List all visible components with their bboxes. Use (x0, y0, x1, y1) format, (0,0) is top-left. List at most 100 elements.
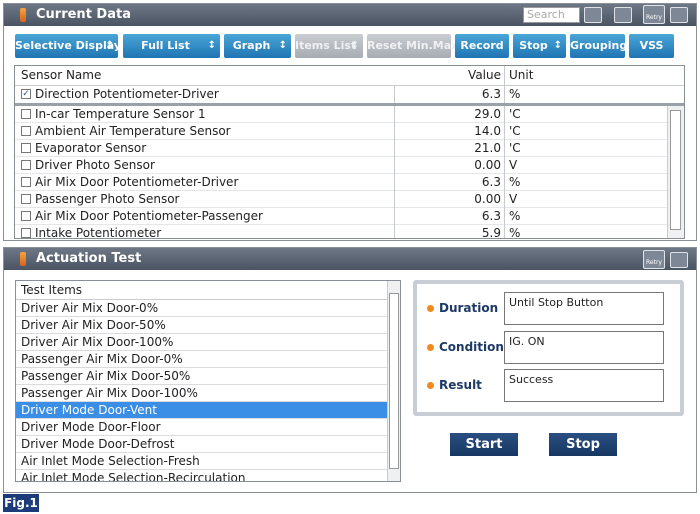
sensor-list: In-car Temperature Sensor 1 29.0 'C Ambient… (15, 106, 684, 238)
row-divider (16, 316, 387, 317)
column-header: Value (468, 68, 501, 82)
detail-value: Success (504, 369, 664, 402)
detail-value: Until Stop Button (504, 292, 664, 325)
sensor-unit: 'C (509, 141, 521, 155)
test-item[interactable]: Driver Mode Door-Floor (21, 420, 161, 434)
column-header: Sensor Name (21, 68, 102, 82)
toolbar-button[interactable]: Graph (224, 34, 291, 58)
toolbar-button[interactable]: Selective Display (15, 34, 121, 58)
toolbar-button: Items List (295, 34, 363, 58)
checkbox[interactable] (21, 126, 31, 136)
column-header: Unit (509, 68, 534, 82)
sensor-value: 0.00 (474, 158, 501, 172)
test-item-list: Test Items Driver Air Mix Door-0% Driver A… (15, 280, 401, 482)
sensor-unit: 'C (509, 124, 521, 138)
sensor-name: Air Mix Door Potentiometer-Driver (35, 175, 239, 189)
sensor-unit: % (509, 209, 521, 223)
test-item[interactable]: Passenger Air Mix Door-0% (21, 352, 183, 366)
bullet (427, 344, 434, 351)
row-divider (16, 350, 387, 351)
detail-value: IG. ON (504, 331, 664, 364)
row-divider (16, 384, 387, 385)
row-divider (15, 173, 667, 174)
sensor-unit: % (509, 175, 521, 189)
checkbox[interactable] (21, 177, 31, 187)
header-divider (15, 85, 684, 86)
toolbar-button[interactable]: Grouping (570, 34, 627, 58)
test-item[interactable]: Passenger Air Mix Door-50% (21, 369, 191, 383)
retry-button[interactable]: Retry (643, 250, 665, 269)
toolbar-button[interactable]: Full List (123, 34, 220, 58)
test-item[interactable]: Driver Air Mix Door-100% (21, 335, 174, 349)
sensor-unit: % (509, 87, 521, 101)
toolbar-button[interactable]: Stop (513, 34, 566, 58)
checkbox[interactable] (21, 228, 31, 238)
column-divider (504, 86, 505, 103)
header-divider (16, 299, 388, 300)
column-divider (394, 106, 395, 238)
sensor-value: 21.0 (474, 141, 501, 155)
checkbox[interactable] (21, 143, 31, 153)
bullet (427, 305, 434, 312)
header-icon (20, 8, 26, 22)
detail-label: Result (439, 378, 482, 392)
sensor-name: Intake Potentiometer (35, 226, 162, 238)
checkbox[interactable] (21, 194, 31, 204)
row-divider (15, 207, 667, 208)
row-divider (15, 122, 667, 123)
row-divider (15, 139, 667, 140)
sensor-name: Ambient Air Temperature Sensor (35, 124, 231, 138)
list-button[interactable] (614, 7, 632, 23)
row-divider (16, 452, 387, 453)
scroll-thumb[interactable] (670, 110, 681, 230)
test-item[interactable]: Air Inlet Mode Selection-Recirculation (21, 471, 246, 482)
column-divider (504, 66, 505, 85)
test-item[interactable]: Passenger Air Mix Door-100% (21, 386, 198, 400)
detail-label: Duration (439, 301, 499, 315)
checkbox[interactable] (21, 109, 31, 119)
row-divider (16, 367, 387, 368)
sensor-unit: 'C (509, 107, 521, 121)
sensor-unit: V (509, 158, 518, 172)
test-item[interactable]: Air Inlet Mode Selection-Fresh (21, 454, 200, 468)
sensor-name: In-car Temperature Sensor 1 (35, 107, 206, 121)
checkbox[interactable] (21, 160, 31, 170)
search-button[interactable] (584, 7, 602, 23)
action-button[interactable]: Start (450, 433, 518, 456)
sensor-name: Passenger Photo Sensor (35, 192, 180, 206)
bullet (427, 382, 434, 389)
window-button[interactable] (670, 7, 688, 23)
header-icon (20, 252, 26, 266)
test-item[interactable]: Driver Mode Door-Vent (21, 403, 157, 417)
sensor-value: 6.3 (481, 209, 501, 223)
sensor-name: Direction Potentiometer-Driver (35, 87, 219, 101)
row-divider (15, 190, 667, 191)
figure-label: Fig.1 (3, 494, 39, 512)
sensor-value: 0.00 (474, 192, 501, 206)
action-button[interactable]: Stop (549, 433, 617, 456)
sensor-unit: V (509, 192, 518, 206)
sensor-name: Driver Photo Sensor (35, 158, 155, 172)
checkbox[interactable]: ✓ (21, 89, 31, 99)
test-item[interactable]: Driver Mode Door-Defrost (21, 437, 175, 451)
actuation-header: Actuation Test (4, 248, 696, 270)
test-item[interactable]: Driver Air Mix Door-50% (21, 318, 166, 332)
sensor-value: 14.0 (474, 124, 501, 138)
row-divider (16, 333, 387, 334)
pinned-divider (15, 103, 684, 106)
sensor-value: 6.3 (481, 87, 501, 101)
window-button[interactable] (670, 252, 688, 268)
search-box[interactable]: Search (523, 7, 580, 23)
sensor-unit: % (509, 226, 521, 238)
row-divider (16, 418, 387, 419)
sensor-table: Sensor Name Value Unit ✓ Direction Potentiom… (14, 65, 685, 239)
column-divider (504, 106, 505, 238)
test-item[interactable]: Driver Air Mix Door-0% (21, 301, 159, 315)
toolbar-button[interactable]: Record (455, 34, 509, 58)
column-divider (394, 86, 395, 103)
checkbox[interactable] (21, 211, 31, 221)
scroll-thumb[interactable] (389, 293, 399, 469)
retry-button[interactable]: Retry (643, 5, 665, 24)
row-divider (15, 224, 667, 225)
toolbar-button[interactable]: VSS (629, 34, 674, 58)
